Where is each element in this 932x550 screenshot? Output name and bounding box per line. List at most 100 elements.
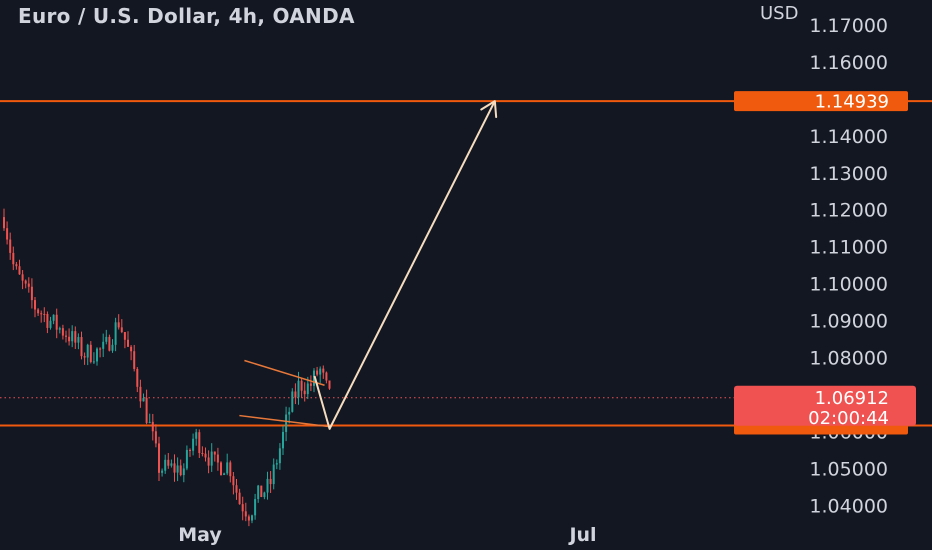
candle-body (139, 386, 142, 402)
candle-body (9, 239, 12, 253)
candle-body (313, 370, 315, 386)
candle-body (167, 459, 170, 466)
candle-body (58, 328, 61, 330)
candle-body (282, 431, 284, 449)
candle-body (297, 380, 300, 398)
candle-body (288, 411, 291, 415)
candle-body (89, 344, 92, 362)
currency-label: USD (760, 3, 799, 24)
candle-body (229, 462, 232, 477)
candle-body (24, 280, 27, 284)
candle-body (204, 453, 207, 458)
candle-body (238, 492, 241, 505)
candle-body (49, 320, 52, 328)
candle-body (154, 431, 157, 444)
candle-body (269, 478, 272, 485)
candle-body (117, 322, 120, 328)
channel-lower-line (239, 414, 330, 428)
candle-body (3, 217, 5, 229)
candle-body (136, 368, 139, 387)
candle-body (55, 314, 58, 330)
candle-body (148, 421, 151, 423)
candle-body (37, 309, 40, 314)
candle-body (142, 398, 145, 402)
candle-body (164, 459, 167, 471)
candle-body (241, 504, 244, 512)
countdown-label: 02:00:44 (808, 408, 889, 429)
candle-body (291, 391, 294, 412)
candle-body (74, 331, 77, 343)
candle-body (34, 300, 36, 310)
candle-body (285, 414, 288, 432)
level-price-tag (734, 91, 908, 112)
candle-body (102, 341, 105, 349)
candle-body (71, 331, 74, 342)
y-tick-label: 1.08000 (809, 348, 888, 370)
candle-body (192, 438, 195, 451)
candle-body (182, 468, 185, 476)
candle-body (260, 485, 263, 498)
x-tick-label: Jul (567, 524, 596, 546)
candle-body (127, 339, 129, 347)
candle-body (96, 348, 98, 362)
y-tick-label: 1.12000 (809, 200, 888, 222)
candle-body (316, 370, 319, 375)
candle-body (80, 337, 83, 357)
candle-body (226, 462, 229, 474)
candle-body (170, 463, 173, 466)
candle-body (68, 336, 71, 342)
candle-body (92, 361, 95, 363)
candle-body (12, 252, 15, 265)
candle-body (223, 473, 226, 475)
candle-body (151, 421, 154, 432)
y-tick-label: 1.14000 (809, 126, 888, 148)
candle-body (99, 348, 102, 350)
candle-body (6, 228, 9, 240)
candle-body (294, 391, 297, 398)
candle-body (306, 383, 309, 395)
candle-body (195, 432, 198, 439)
candle-body (220, 462, 222, 475)
candle-body (27, 283, 30, 287)
candle-body (120, 327, 123, 333)
candle-body (173, 463, 176, 473)
candle-body (145, 398, 148, 423)
candle-body (86, 344, 89, 358)
candle-body (114, 322, 117, 345)
candle-body (213, 451, 216, 455)
candle-body (21, 274, 24, 281)
channel-upper-line (244, 359, 325, 386)
candle-body (40, 313, 43, 315)
candle-body (108, 336, 111, 351)
candle-body (319, 368, 322, 375)
candle-body (275, 463, 278, 465)
candle-body (176, 465, 179, 473)
candle-body (179, 465, 182, 476)
candle-body (61, 328, 64, 336)
projection-path (313, 100, 496, 430)
chart-title: Euro / U.S. Dollar, 4h, OANDA (18, 4, 355, 28)
candle-body (123, 332, 126, 340)
candle-body (111, 344, 114, 351)
projection-arrowhead (480, 100, 498, 119)
candle-body (198, 432, 201, 454)
y-tick-label: 1.04000 (809, 495, 888, 517)
candle-body (272, 464, 275, 485)
candle-body (300, 380, 303, 391)
candle-body (15, 264, 18, 267)
y-tick-label: 1.17000 (809, 15, 888, 37)
current-price-label: 1.06912 (815, 388, 889, 409)
candle-body (83, 356, 86, 358)
y-tick-label: 1.11000 (809, 237, 888, 259)
candle-body (325, 372, 328, 381)
candle-body (247, 516, 250, 521)
candle-body (30, 286, 33, 301)
candle-body (251, 515, 253, 521)
candle-body (328, 380, 331, 389)
candle-body (189, 449, 191, 451)
candle-body (232, 476, 235, 486)
y-tick-label: 1.16000 (809, 52, 888, 74)
y-tick-label: 1.13000 (809, 163, 888, 185)
candle-body (46, 313, 49, 328)
